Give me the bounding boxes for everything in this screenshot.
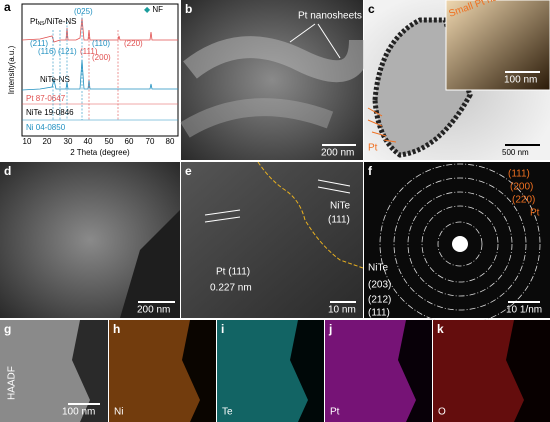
- panel-k: k O: [433, 320, 550, 422]
- panel-letter: c: [368, 2, 375, 16]
- fringe-marks: [204, 179, 351, 223]
- pattern-label: NiTe-NS: [40, 75, 70, 84]
- peak-label: (025): [74, 7, 93, 16]
- panel-e: e NiTe (111) Pt (111) 0.227 nm 10 nm: [181, 161, 364, 318]
- label: HAADF: [7, 366, 18, 400]
- arrow: [289, 23, 341, 59]
- legend-marker: ◆ NF: [144, 5, 163, 14]
- panel-letter: h: [113, 322, 120, 336]
- element-label: Ni: [114, 407, 123, 418]
- panel-g: g HAADF 100 nm: [0, 320, 108, 422]
- x-tick-label: 30: [64, 137, 73, 146]
- peak-label: (220): [124, 39, 143, 48]
- ring-label: (212): [368, 295, 391, 306]
- panel-letter: e: [185, 164, 192, 178]
- panel-d: d 200 nm: [0, 162, 180, 318]
- ring-label: (203): [368, 280, 391, 291]
- y-axis-label: Intensity(a.u.): [7, 45, 16, 94]
- scale-label: 10 nm: [328, 305, 356, 316]
- legend-sample: PtNS/NiTe-NS: [30, 17, 77, 27]
- panel-j: j Pt: [325, 320, 432, 422]
- pattern-label: Pt 87-0647: [26, 94, 66, 103]
- panel-letter: d: [4, 164, 11, 178]
- peak-label: (211): [30, 39, 48, 48]
- scale-label: 200 nm: [321, 148, 354, 159]
- annotation: NiTe: [368, 263, 388, 274]
- x-axis-label: 2 Theta (degree): [70, 148, 130, 157]
- x-tick-label: 20: [43, 137, 52, 146]
- ring-label: Pt: [530, 208, 540, 219]
- scale-label: 100 nm: [504, 75, 537, 86]
- panel-i: i Te: [217, 320, 324, 422]
- peak-guides: [52, 14, 119, 120]
- boundary: [257, 161, 364, 269]
- scale-label: 100 nm: [62, 407, 95, 418]
- x-tick-label: 70: [146, 137, 155, 146]
- annotation: NiTe: [330, 201, 350, 212]
- scale-label: 200 nm: [137, 305, 170, 316]
- annotation: 0.227 nm: [210, 283, 252, 294]
- element-label: O: [438, 407, 446, 418]
- arrows: [367, 107, 397, 143]
- ring-label: (111): [508, 169, 530, 180]
- pattern-curve: [21, 17, 178, 43]
- panel-letter: f: [368, 164, 373, 178]
- peak-label: (111): [80, 47, 98, 56]
- panel-letter: a: [4, 0, 11, 14]
- inset-image: [445, 0, 550, 91]
- x-tick-label: 40: [84, 137, 93, 146]
- panel-letter: j: [328, 322, 332, 336]
- panel-letter: k: [437, 322, 444, 336]
- panel-a: a PtNS/NiTe-NS ◆ NF NiTe-NS Pt 87-0647 N…: [4, 0, 179, 157]
- peak-label: (116): [38, 47, 56, 56]
- annotation: Pt nanosheets: [298, 11, 362, 22]
- x-tick-label: 80: [166, 137, 175, 146]
- panel-c: c Small Pt nanosheets 100 nm Pt 500 nm: [364, 0, 550, 160]
- panel-f: f (111) (200) (220) Pt NiTe (203) (212) …: [364, 162, 550, 325]
- panel-letter: g: [4, 322, 11, 336]
- x-tick-label: 60: [125, 137, 134, 146]
- x-tick-label: 10: [23, 137, 32, 146]
- panel-letter: i: [221, 322, 224, 336]
- hrtem-image: [181, 162, 363, 318]
- peak-label: (200): [92, 53, 111, 62]
- element-label: Pt: [330, 407, 340, 418]
- ring-label: (220): [512, 195, 535, 206]
- ring-label: (200): [510, 182, 533, 193]
- scale-label: 500 nm: [502, 148, 529, 157]
- annotation: (111): [328, 215, 350, 226]
- annotation: Pt (111): [216, 267, 250, 278]
- ring-label: (111): [368, 308, 390, 319]
- annotation: Pt: [368, 143, 378, 154]
- scale-label: 10 1/nm: [506, 305, 542, 316]
- panel-b: b Pt nanosheets 200 nm: [180, 0, 371, 160]
- element-label: Te: [222, 407, 233, 418]
- pattern-label: Ni 04-0850: [26, 123, 66, 132]
- plot-frame: [21, 3, 179, 137]
- panel-h: h Ni: [109, 320, 216, 422]
- pattern-label: NiTe 19-0846: [26, 108, 74, 117]
- x-tick-label: 50: [105, 137, 114, 146]
- peak-label: (110): [92, 39, 110, 48]
- peak-label: (121): [58, 47, 77, 56]
- panel-letter: b: [185, 2, 192, 16]
